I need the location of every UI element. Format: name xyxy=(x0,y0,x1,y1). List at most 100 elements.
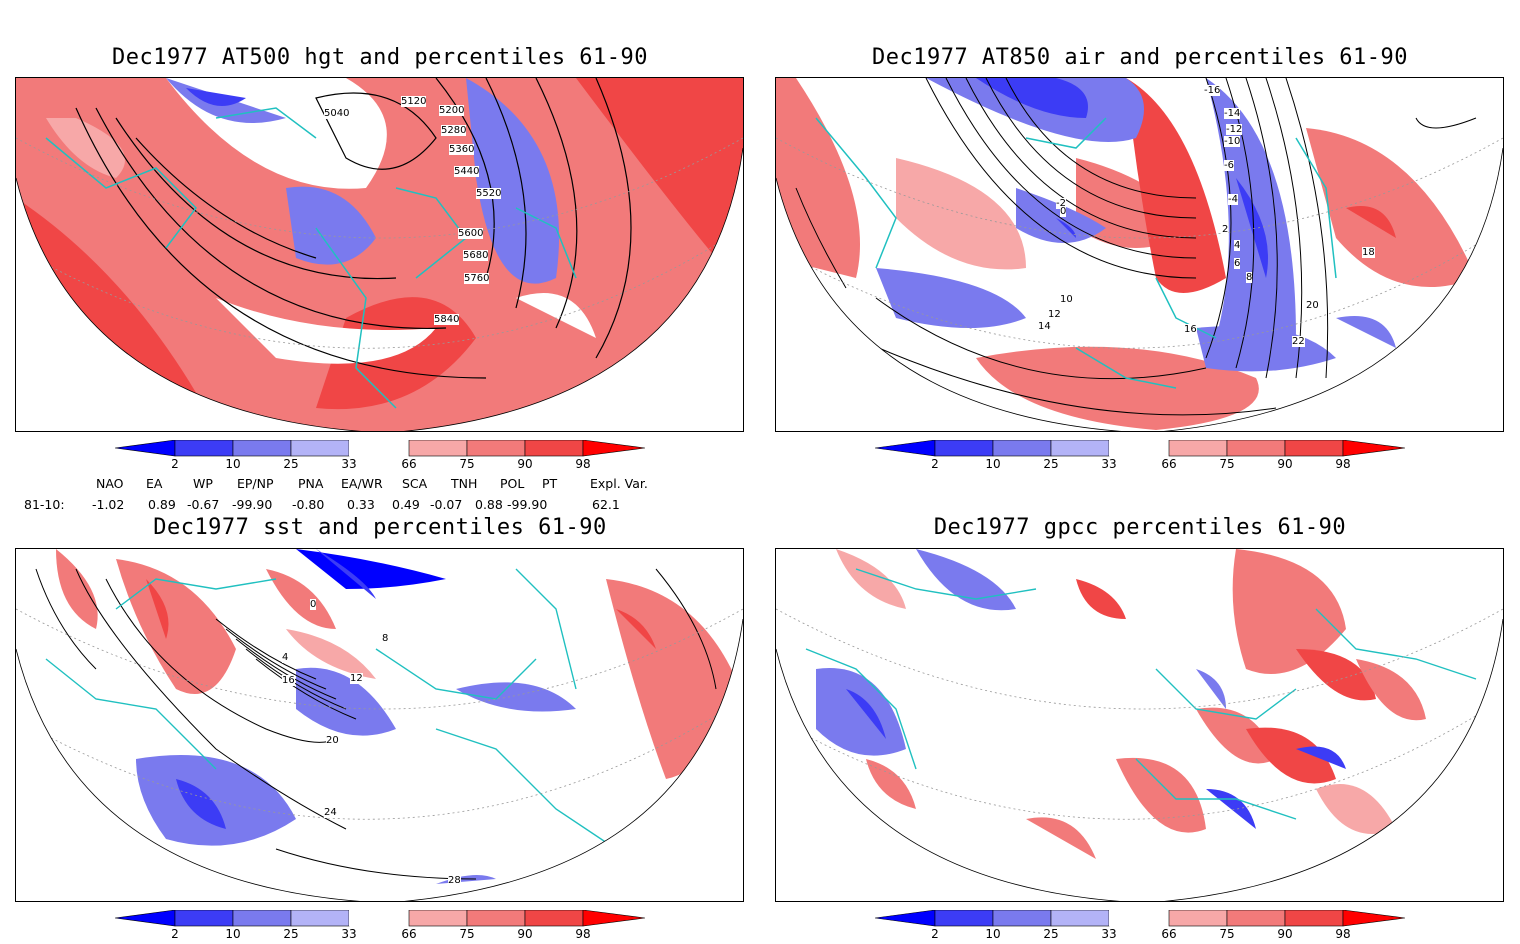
colorbar-tick-label: 2 xyxy=(171,457,179,471)
map-panel-sst: 0 4 8 12 16 20 24 28 xyxy=(15,548,744,902)
contour-label: 14 xyxy=(1038,321,1051,332)
index-header-pna: PNA xyxy=(298,476,324,491)
index-header-wp: WP xyxy=(193,476,213,491)
contour-label: 5840 xyxy=(434,314,460,325)
colorbar-segment xyxy=(934,439,994,457)
colorbar-arrow-high xyxy=(1342,439,1406,457)
index-header-epnp: EP/NP xyxy=(237,476,274,491)
contour-label: 8 xyxy=(1246,272,1253,283)
colorbar-tick-label: 2 xyxy=(931,927,939,941)
contour-label: 5120 xyxy=(401,96,427,107)
index-header-ea: EA xyxy=(146,476,163,491)
contour-label: -16 xyxy=(1204,85,1221,96)
colorbar-svg xyxy=(114,439,646,457)
index-header-explvar: Expl. Var. xyxy=(590,476,648,491)
colorbar-tick-label: 25 xyxy=(283,927,299,941)
colorbar-segment xyxy=(232,909,292,927)
colorbar-segment xyxy=(290,909,350,927)
contour-label: 16 xyxy=(282,675,295,686)
colorbar-tick-label: 10 xyxy=(225,457,241,471)
colorbar-segment xyxy=(290,439,350,457)
index-header-tnh: TNH xyxy=(451,476,478,491)
colorbar-tick-label: 98 xyxy=(1335,457,1351,471)
contour-label: 0 xyxy=(1060,206,1067,217)
colorbar-segment xyxy=(992,439,1052,457)
map-panel-hgt: 5040 5120 5200 5280 5360 5440 5520 5600 … xyxy=(15,77,744,432)
contour-label: 6 xyxy=(1234,258,1241,269)
contour-label: 18 xyxy=(1362,247,1375,258)
contour-label: -2 xyxy=(1056,198,1066,209)
colorbar-segment xyxy=(1168,909,1228,927)
contour-label: -10 xyxy=(1224,136,1241,147)
colorbar-tick-label: 98 xyxy=(1335,927,1351,941)
contour-label: 22 xyxy=(1292,336,1305,347)
colorbar-arrow-low xyxy=(874,439,936,457)
index-header-pt: PT xyxy=(542,476,558,491)
contour-label: -14 xyxy=(1224,108,1241,119)
contour-label: 5680 xyxy=(463,250,489,261)
colorbar-segment xyxy=(524,439,584,457)
index-header-nao: NAO xyxy=(96,476,124,491)
index-value-eawr: 0.33 xyxy=(347,497,375,512)
colorbar-segment xyxy=(524,909,584,927)
colorbar-segment xyxy=(1168,439,1228,457)
index-value-tnh: -0.07 xyxy=(430,497,463,512)
panel-title-air: Dec1977 AT850 air and percentiles 61-90 xyxy=(871,45,1409,70)
colorbar-tick-label: 10 xyxy=(985,457,1001,471)
colorbar-svg xyxy=(874,439,1406,457)
colorbar-arrow-low xyxy=(114,909,176,927)
index-header-pol: POL xyxy=(500,476,525,491)
colorbar-tick-label: 10 xyxy=(225,927,241,941)
gpcc-map xyxy=(776,549,1503,901)
contour-label: 10 xyxy=(1060,294,1073,305)
colorbar-tick-label: 66 xyxy=(1161,927,1177,941)
contour-label: 5440 xyxy=(454,166,480,177)
panel-title-hgt: Dec1977 AT500 hgt and percentiles 61-90 xyxy=(111,45,649,70)
hgt-map xyxy=(16,78,743,431)
panel-title-gpcc: Dec1977 gpcc percentiles 61-90 xyxy=(933,515,1347,540)
colorbar-tick-label: 75 xyxy=(1219,457,1235,471)
colorbar-segment xyxy=(349,910,409,926)
colorbar-segment xyxy=(349,440,409,456)
index-value-epnp: -99.90 xyxy=(232,497,273,512)
index-header-eawr: EA/WR xyxy=(341,476,383,491)
contour-label: 28 xyxy=(448,875,461,886)
contour-label: -4 xyxy=(1228,194,1238,205)
index-row-label: 81-10: xyxy=(24,497,65,512)
colorbar-tick-label: 75 xyxy=(459,457,475,471)
colorbar-tick-label: 90 xyxy=(1277,457,1293,471)
colorbar-segment xyxy=(1050,909,1110,927)
colorbar-segment xyxy=(1284,439,1344,457)
colorbar-segment xyxy=(174,909,234,927)
colorbar-tick-label: 2 xyxy=(931,457,939,471)
contour-label: 24 xyxy=(324,807,337,818)
index-value-pt: -99.90 xyxy=(507,497,548,512)
colorbar-segment xyxy=(174,439,234,457)
colorbar-sst: 2 10 25 33 66 75 90 98 xyxy=(114,909,646,941)
colorbar-tick-label: 66 xyxy=(1161,457,1177,471)
contour-label: 5520 xyxy=(476,188,502,199)
colorbar-tick-label: 98 xyxy=(575,927,591,941)
colorbar-tick-label: 25 xyxy=(283,457,299,471)
colorbar-segment xyxy=(992,909,1052,927)
index-value-sca: 0.49 xyxy=(392,497,420,512)
colorbar-arrow-high xyxy=(1342,909,1406,927)
colorbar-segment xyxy=(934,909,994,927)
air-map xyxy=(776,78,1503,431)
colorbar-segment xyxy=(466,909,526,927)
index-value-pol: 0.88 xyxy=(475,497,503,512)
colorbar-tick-label: 98 xyxy=(575,457,591,471)
colorbar-tick-label: 75 xyxy=(459,927,475,941)
colorbar-arrow-low xyxy=(874,909,936,927)
contour-label: 16 xyxy=(1184,324,1197,335)
colorbar-segment xyxy=(232,439,292,457)
colorbar-svg xyxy=(874,909,1406,927)
colorbar-tick-label: 2 xyxy=(171,927,179,941)
sst-map xyxy=(16,549,743,901)
index-value-wp: -0.67 xyxy=(187,497,220,512)
colorbar-arrow-high xyxy=(582,909,646,927)
index-value-nao: -1.02 xyxy=(92,497,125,512)
colorbar-arrow-high xyxy=(582,439,646,457)
contour-label: 5040 xyxy=(324,108,350,119)
colorbar-tick-label: 90 xyxy=(1277,927,1293,941)
